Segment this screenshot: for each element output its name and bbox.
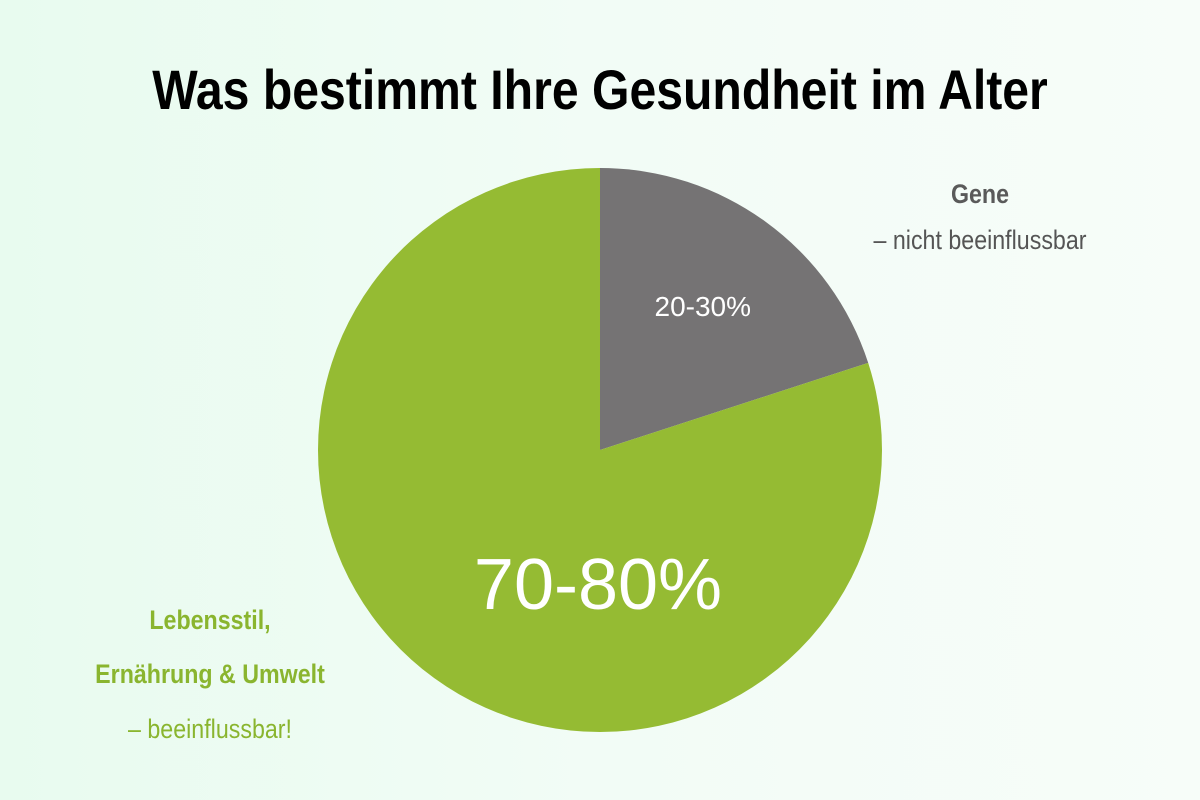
legend-lifestyle-title-line2: Ernährung & Umwelt xyxy=(95,659,325,690)
pie-slice-lifestyle xyxy=(318,168,882,732)
pie-label-lifestyle: 70-80% xyxy=(474,545,722,625)
pie-slice-gene xyxy=(600,168,869,450)
legend-gene: Gene – nicht beeinflussbar xyxy=(820,178,1140,257)
legend-lifestyle: Lebensstil, Ernährung & Umwelt – beeinfl… xyxy=(30,604,390,745)
legend-lifestyle-subtitle: – beeinflussbar! xyxy=(128,713,292,744)
chart-title: Was bestimmt Ihre Gesundheit im Alter xyxy=(152,58,1048,121)
legend-gene-title: Gene xyxy=(950,179,1010,209)
pie-label-gene: 20-30% xyxy=(655,291,752,322)
legend-gene-subtitle: – nicht beeinflussbar xyxy=(873,225,1087,256)
legend-lifestyle-title-line1: Lebensstil, xyxy=(149,605,271,635)
